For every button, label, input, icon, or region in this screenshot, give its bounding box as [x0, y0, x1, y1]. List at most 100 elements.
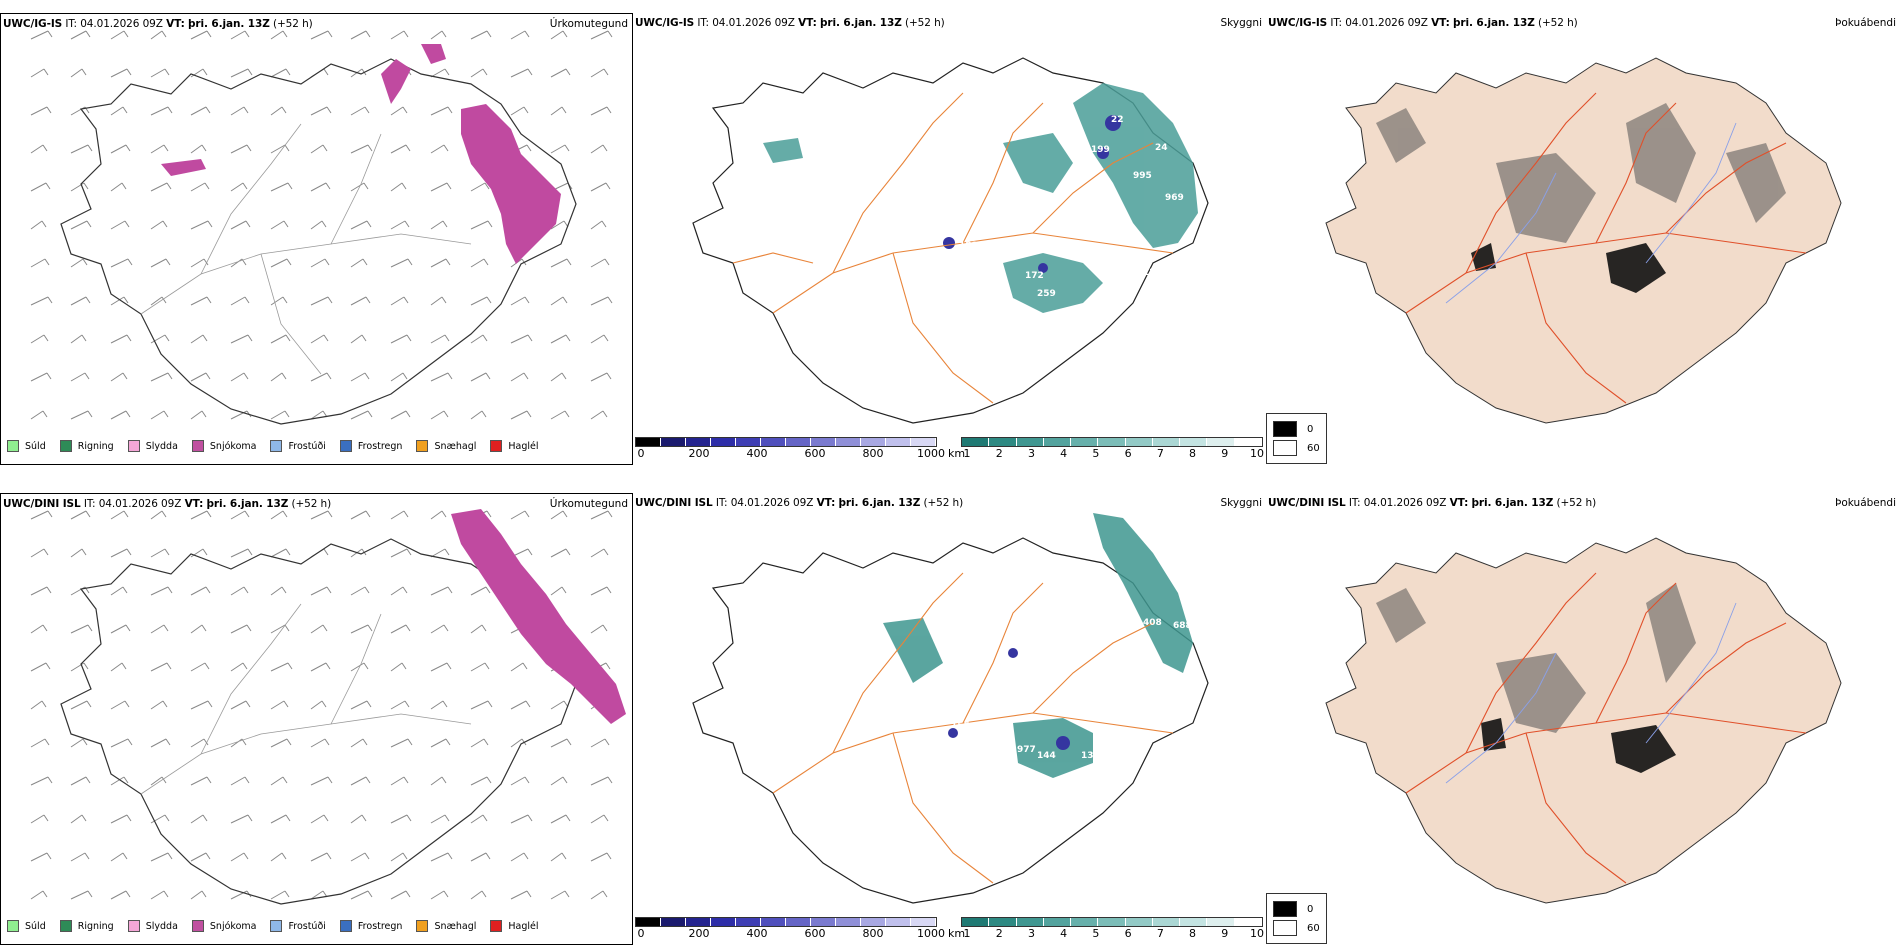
wind-barb-icon: [110, 144, 131, 154]
visibility-value-label: 977: [1017, 745, 1036, 755]
precip-legend-label: Snæhagl: [434, 920, 477, 932]
wind-barb-icon: [110, 548, 132, 558]
precip-legend-item: Súld: [7, 440, 46, 452]
wind-barb-icon: [550, 852, 567, 862]
wind-barb-icon: [190, 852, 211, 862]
wind-barb-icon: [470, 258, 489, 268]
wind-barb-icon: [310, 624, 328, 634]
wind-barb-icon: [70, 510, 91, 520]
wind-barb-icon: [30, 372, 52, 382]
precip-legend-label: Haglél: [508, 440, 539, 452]
wind-barb-icon: [30, 106, 52, 116]
wind-barb-icon: [390, 662, 407, 672]
colorbar-tick-label: 7: [1156, 447, 1164, 460]
colorbar-tick-label: 2: [995, 927, 1003, 940]
precip-legend-swatch: [416, 920, 429, 932]
wind-barb-icon: [590, 30, 613, 40]
precip-legend-swatch: [127, 440, 140, 452]
wind-barb-icon: [470, 814, 488, 824]
wind-barb-icon: [30, 662, 51, 672]
wind-barb-icon: [190, 510, 212, 520]
visibility-panel-bottom: UWC/DINI ISL IT: 04.01.2026 09Z VT: þri.…: [633, 493, 1266, 945]
wind-barb-icon: [110, 68, 132, 78]
precip-panel-top: UWC/IG-IS IT: 04.01.2026 09Z VT: þri. 6.…: [0, 13, 633, 465]
wind-barb-icon: [150, 258, 171, 268]
wind-barb-icon: [350, 410, 373, 420]
visibility-value-label: 24: [1155, 143, 1168, 153]
colorbar-tick-label: 5: [1092, 927, 1100, 940]
wind-barb-icon: [190, 220, 213, 230]
fog-map-bottom: [1325, 537, 1842, 904]
wind-barb-icon: [30, 182, 51, 192]
wind-barb-icon: [110, 296, 129, 306]
wind-barb-icon: [590, 144, 608, 154]
precip-legend-label: Rigning: [77, 920, 114, 932]
ceiling-colorbar-bottom: 02004006008001000m: [635, 917, 945, 940]
colorbar-tick-label: 8: [1189, 447, 1197, 460]
wind-barb-icon: [150, 662, 172, 672]
precip-header-bottom: UWC/DINI ISL IT: 04.01.2026 09Z VT: þri.…: [3, 498, 332, 510]
colorbar-cell: [1125, 918, 1153, 926]
wind-barb-icon: [310, 372, 332, 382]
wind-barb-icon: [70, 372, 90, 382]
colorbar-cell: [1152, 438, 1181, 446]
precip-legend-swatch: [191, 440, 204, 452]
visibility-value-label: 408: [1143, 618, 1162, 628]
wind-barb-icon: [430, 182, 452, 192]
colorbar-cell: [786, 438, 811, 446]
visibility-value-label: 259: [1037, 289, 1056, 299]
colorbar-unit: km: [948, 447, 966, 460]
wind-barb-icon: [110, 586, 128, 596]
colorbar-cell: [686, 438, 711, 446]
colorbar-cell: [1098, 918, 1126, 926]
precip-legend-swatch: [490, 920, 503, 932]
wind-barb-icon: [590, 296, 613, 306]
colorbar-tick-label: 4: [1060, 447, 1068, 460]
colorbar-tick-label: 800: [862, 927, 884, 940]
visibility-value-label: 995: [1133, 171, 1152, 181]
wind-barb-icon: [270, 68, 291, 78]
wind-barb-icon: [190, 586, 211, 596]
colorbar-tick-label: 6: [1124, 927, 1132, 940]
fog-legend-label: 0: [1307, 423, 1314, 435]
wind-barb-icon: [430, 220, 448, 230]
wind-barb-icon: [470, 776, 492, 786]
fog-legend-item: 60: [1273, 440, 1320, 456]
wind-barb-icon: [310, 30, 333, 40]
wind-barb-icon: [470, 852, 491, 862]
wind-barb-icon: [190, 548, 208, 558]
wind-barb-icon: [550, 410, 570, 420]
wind-barb-icon: [390, 700, 410, 710]
colorbar-cell: [811, 438, 836, 446]
visibility-colorbar-bottom: 1 2 3 4 5 6 7 8 9 10 km: [948, 917, 1264, 940]
fog-legend-bottom: 0 60: [1266, 893, 1327, 944]
wind-barb-icon: [310, 852, 332, 862]
precip-legend-swatch: [339, 440, 352, 452]
wind-barb-icon: [30, 220, 47, 230]
wind-barb-icon: [150, 30, 167, 40]
colorbar-tick-label: 10: [1249, 927, 1264, 940]
wind-barb-icon: [510, 700, 531, 710]
wind-barb-icon: [430, 890, 449, 900]
wind-barb-icon: [270, 296, 288, 306]
wind-barb-icon: [510, 372, 529, 382]
fog-map-top: [1325, 57, 1842, 424]
precip-legend-label: Frostúði: [288, 440, 326, 452]
wind-barb-icon: [270, 776, 288, 786]
wind-barb-icon: [510, 68, 533, 78]
wind-barb-icon: [110, 334, 132, 344]
precip-panel-bottom: UWC/DINI ISL IT: 04.01.2026 09Z VT: þri.…: [0, 493, 633, 945]
precip-legend-item: Snæhagl: [416, 440, 476, 452]
visibility-value-label: 12: [1143, 268, 1156, 278]
wind-barb-icon: [270, 182, 293, 192]
wind-barb-icon: [550, 372, 567, 382]
visibility-value-label: 688: [1173, 621, 1192, 631]
precip-legend-item: Rigning: [59, 440, 114, 452]
ceiling-colorbar-top: 02004006008001000m: [635, 437, 945, 460]
colorbar-cell: [836, 438, 861, 446]
visibility-value-label: 397: [971, 638, 990, 648]
colorbar-cell: [911, 918, 936, 926]
precip-legend-item: Snæhagl: [416, 920, 476, 932]
wind-barb-icon: [150, 510, 167, 520]
wind-barb-icon: [150, 738, 171, 748]
